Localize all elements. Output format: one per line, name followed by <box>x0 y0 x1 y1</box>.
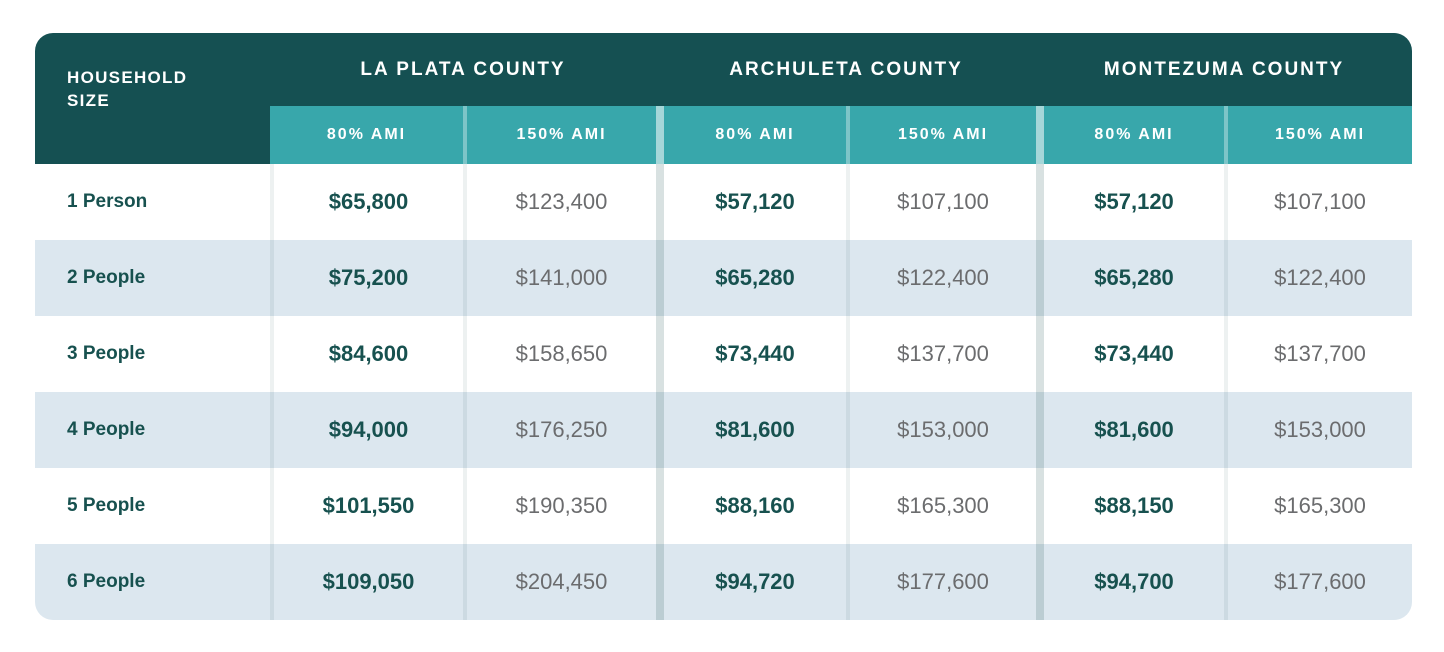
value-cell-80-ami: $57,120 <box>656 164 846 240</box>
table-header: HOUSEHOLD SIZE LA PLATA COUNTY ARCHULETA… <box>35 33 1413 164</box>
value-cell-150-ami: $177,600 <box>846 544 1036 620</box>
value-cell-80-ami: $65,280 <box>1036 240 1224 316</box>
household-size-cell: 3 People <box>67 343 146 364</box>
ami-header-150: 150% AMI <box>1224 106 1413 164</box>
value-cell-150-ami: $158,650 <box>463 316 656 392</box>
table-row: 4 People $94,000 $176,250 $81,600 $153,0… <box>35 392 1413 468</box>
income-limits-table: HOUSEHOLD SIZE LA PLATA COUNTY ARCHULETA… <box>35 33 1413 620</box>
value-cell-150-ami: $122,400 <box>846 240 1036 316</box>
ami-header-80: 80% AMI <box>270 106 463 164</box>
table-row: 2 People $75,200 $141,000 $65,280 $122,4… <box>35 240 1413 316</box>
value-cell-80-ami: $81,600 <box>1036 392 1224 468</box>
table-row: 5 People $101,550 $190,350 $88,160 $165,… <box>35 468 1413 544</box>
table-row: 6 People $109,050 $204,450 $94,720 $177,… <box>35 544 1413 620</box>
household-size-cell: 4 People <box>67 419 146 440</box>
ami-header-row: 80% AMI 150% AMI 80% AMI 150% AMI 80% AM… <box>35 106 1413 164</box>
value-cell-80-ami: $65,800 <box>270 164 463 240</box>
value-cell-150-ami: $165,300 <box>846 468 1036 544</box>
household-size-cell: 5 People <box>67 495 146 516</box>
household-size-cell: 1 Person <box>67 191 148 212</box>
value-cell-150-ami: $153,000 <box>1224 392 1412 468</box>
value-cell-80-ami: $88,160 <box>656 468 846 544</box>
county-header-row: HOUSEHOLD SIZE LA PLATA COUNTY ARCHULETA… <box>35 33 1413 164</box>
value-cell-150-ami: $137,700 <box>1224 316 1412 392</box>
household-size-cell: 2 People <box>67 267 146 288</box>
table-row: 3 People $84,600 $158,650 $73,440 $137,7… <box>35 316 1413 392</box>
value-cell-80-ami: $65,280 <box>656 240 846 316</box>
value-cell-80-ami: $81,600 <box>656 392 846 468</box>
value-cell-150-ami: $165,300 <box>1224 468 1412 544</box>
value-cell-150-ami: $177,600 <box>1224 544 1412 620</box>
value-cell-80-ami: $73,440 <box>656 316 846 392</box>
table-row: 1 Person $65,800 $123,400 $57,120 $107,1… <box>35 164 1413 240</box>
ami-income-table: HOUSEHOLD SIZE LA PLATA COUNTY ARCHULETA… <box>35 33 1413 620</box>
value-cell-80-ami: $75,200 <box>270 240 463 316</box>
ami-header-80: 80% AMI <box>1036 106 1225 164</box>
household-size-label: HOUSEHOLD SIZE <box>67 67 188 110</box>
ami-header-150: 150% AMI <box>846 106 1037 164</box>
value-cell-150-ami: $107,100 <box>1224 164 1412 240</box>
household-size-cell: 6 People <box>67 571 146 592</box>
value-cell-150-ami: $141,000 <box>463 240 656 316</box>
table-body: 1 Person $65,800 $123,400 $57,120 $107,1… <box>35 164 1413 620</box>
value-cell-150-ami: $204,450 <box>463 544 656 620</box>
value-cell-80-ami: $57,120 <box>1036 164 1224 240</box>
value-cell-80-ami: $109,050 <box>270 544 463 620</box>
value-cell-80-ami: $101,550 <box>270 468 463 544</box>
value-cell-150-ami: $190,350 <box>463 468 656 544</box>
county-header-montezuma: MONTEZUMA COUNTY <box>1036 33 1413 106</box>
value-cell-150-ami: $176,250 <box>463 392 656 468</box>
value-cell-80-ami: $94,700 <box>1036 544 1224 620</box>
county-header-archuleta: ARCHULETA COUNTY <box>656 33 1037 106</box>
value-cell-150-ami: $122,400 <box>1224 240 1412 316</box>
ami-header-80: 80% AMI <box>656 106 847 164</box>
value-cell-150-ami: $137,700 <box>846 316 1036 392</box>
value-cell-80-ami: $88,150 <box>1036 468 1224 544</box>
value-cell-150-ami: $107,100 <box>846 164 1036 240</box>
value-cell-80-ami: $94,720 <box>656 544 846 620</box>
value-cell-150-ami: $123,400 <box>463 164 656 240</box>
value-cell-80-ami: $73,440 <box>1036 316 1224 392</box>
value-cell-80-ami: $94,000 <box>270 392 463 468</box>
household-size-header: HOUSEHOLD SIZE <box>35 33 270 164</box>
ami-header-150: 150% AMI <box>463 106 657 164</box>
value-cell-80-ami: $84,600 <box>270 316 463 392</box>
value-cell-150-ami: $153,000 <box>846 392 1036 468</box>
county-header-la-plata: LA PLATA COUNTY <box>270 33 657 106</box>
